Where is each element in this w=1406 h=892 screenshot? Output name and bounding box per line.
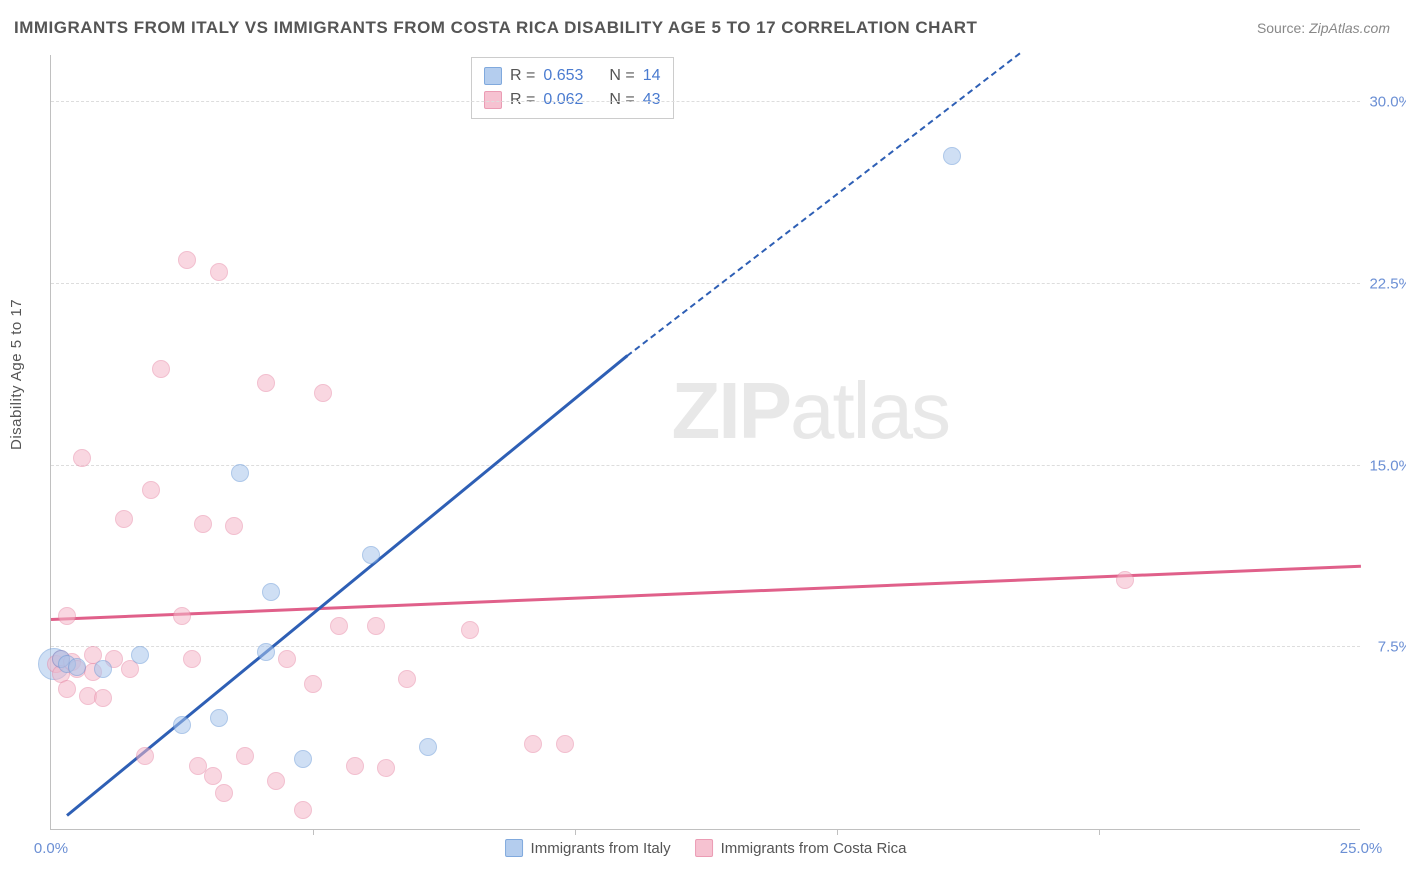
gridline-horizontal xyxy=(51,465,1360,466)
scatter-point-costarica xyxy=(367,617,385,635)
scatter-plot: ZIPatlas R = 0.653 N = 14 R = 0.062 N = … xyxy=(50,55,1360,830)
y-tick-label: 15.0% xyxy=(1369,457,1406,474)
source-name: ZipAtlas.com xyxy=(1309,20,1390,36)
scatter-point-costarica xyxy=(142,481,160,499)
watermark-zip: ZIP xyxy=(672,366,790,455)
scatter-point-italy xyxy=(173,716,191,734)
legend-item-costarica: Immigrants from Costa Rica xyxy=(695,839,907,857)
scatter-point-costarica xyxy=(152,360,170,378)
n-label: N = xyxy=(609,88,634,112)
gridline-horizontal xyxy=(51,101,1360,102)
scatter-point-costarica xyxy=(257,374,275,392)
scatter-point-costarica xyxy=(330,617,348,635)
scatter-point-costarica xyxy=(294,801,312,819)
scatter-point-costarica xyxy=(556,735,574,753)
source-prefix: Source: xyxy=(1257,20,1309,36)
legend-label-italy: Immigrants from Italy xyxy=(531,840,671,857)
scatter-point-costarica xyxy=(204,767,222,785)
scatter-point-italy xyxy=(210,709,228,727)
legend-label-costarica: Immigrants from Costa Rica xyxy=(721,840,907,857)
x-tick-label: 0.0% xyxy=(34,840,68,857)
scatter-point-costarica xyxy=(1116,571,1134,589)
y-axis-title: Disability Age 5 to 17 xyxy=(8,299,25,450)
swatch-italy xyxy=(505,839,523,857)
n-label: N = xyxy=(609,64,634,88)
scatter-point-costarica xyxy=(278,650,296,668)
x-tick-mark xyxy=(313,829,314,835)
scatter-point-costarica xyxy=(183,650,201,668)
scatter-point-italy xyxy=(294,750,312,768)
source-attribution: Source: ZipAtlas.com xyxy=(1257,20,1390,36)
n-value-italy: 14 xyxy=(643,64,661,88)
trend-line xyxy=(51,564,1361,620)
scatter-point-costarica xyxy=(225,517,243,535)
stats-row-italy: R = 0.653 N = 14 xyxy=(484,64,661,88)
gridline-horizontal xyxy=(51,283,1360,284)
trend-line xyxy=(66,354,629,816)
scatter-point-costarica xyxy=(210,263,228,281)
y-tick-label: 7.5% xyxy=(1378,639,1406,656)
x-tick-mark xyxy=(575,829,576,835)
gridline-horizontal xyxy=(51,646,1360,647)
scatter-point-italy xyxy=(943,147,961,165)
scatter-point-costarica xyxy=(304,675,322,693)
scatter-point-italy xyxy=(131,646,149,664)
scatter-point-costarica xyxy=(346,757,364,775)
y-tick-label: 22.5% xyxy=(1369,276,1406,293)
scatter-point-costarica xyxy=(377,759,395,777)
scatter-point-italy xyxy=(231,464,249,482)
r-value-italy: 0.653 xyxy=(543,64,583,88)
x-tick-mark xyxy=(1099,829,1100,835)
scatter-point-costarica xyxy=(398,670,416,688)
r-value-costarica: 0.062 xyxy=(543,88,583,112)
scatter-point-costarica xyxy=(58,680,76,698)
correlation-stats-box: R = 0.653 N = 14 R = 0.062 N = 43 xyxy=(471,57,674,119)
scatter-point-costarica xyxy=(314,384,332,402)
scatter-point-italy xyxy=(257,643,275,661)
legend-item-italy: Immigrants from Italy xyxy=(505,839,671,857)
scatter-point-italy xyxy=(68,658,86,676)
scatter-point-costarica xyxy=(115,510,133,528)
scatter-point-costarica xyxy=(58,607,76,625)
scatter-point-costarica xyxy=(94,689,112,707)
scatter-point-italy xyxy=(419,738,437,756)
y-tick-label: 30.0% xyxy=(1369,94,1406,111)
scatter-point-costarica xyxy=(136,747,154,765)
swatch-costarica xyxy=(695,839,713,857)
r-label: R = xyxy=(510,64,535,88)
scatter-point-costarica xyxy=(236,747,254,765)
scatter-point-costarica xyxy=(178,251,196,269)
scatter-point-costarica xyxy=(194,515,212,533)
trend-line xyxy=(627,52,1021,356)
n-value-costarica: 43 xyxy=(643,88,661,112)
stats-row-costarica: R = 0.062 N = 43 xyxy=(484,88,661,112)
scatter-point-italy xyxy=(362,546,380,564)
scatter-point-costarica xyxy=(524,735,542,753)
watermark-atlas: atlas xyxy=(790,366,949,455)
x-tick-mark xyxy=(837,829,838,835)
scatter-point-costarica xyxy=(173,607,191,625)
swatch-italy xyxy=(484,67,502,85)
scatter-point-costarica xyxy=(73,449,91,467)
swatch-costarica xyxy=(484,91,502,109)
scatter-point-italy xyxy=(94,660,112,678)
chart-title: IMMIGRANTS FROM ITALY VS IMMIGRANTS FROM… xyxy=(14,18,977,38)
r-label: R = xyxy=(510,88,535,112)
scatter-point-costarica xyxy=(215,784,233,802)
scatter-point-italy xyxy=(262,583,280,601)
x-tick-label: 25.0% xyxy=(1340,840,1383,857)
scatter-point-costarica xyxy=(461,621,479,639)
scatter-point-costarica xyxy=(267,772,285,790)
watermark: ZIPatlas xyxy=(672,365,949,457)
series-legend: Immigrants from Italy Immigrants from Co… xyxy=(505,839,907,857)
